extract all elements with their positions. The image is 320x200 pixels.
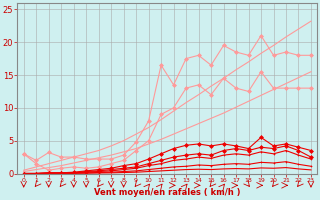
- X-axis label: Vent moyen/en rafales ( km/h ): Vent moyen/en rafales ( km/h ): [94, 188, 241, 197]
